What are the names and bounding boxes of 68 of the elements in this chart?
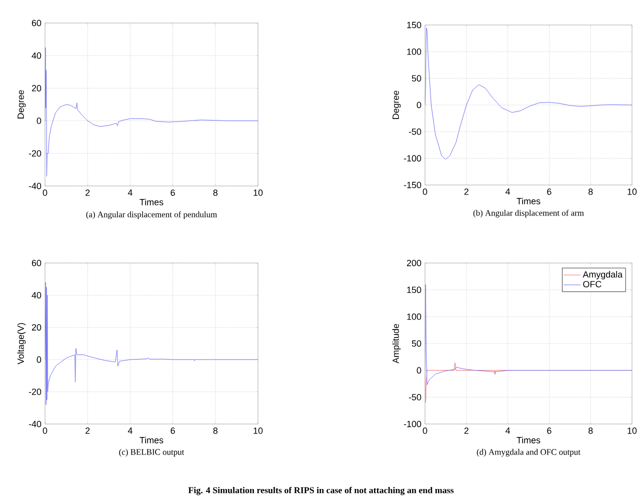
y-tick-label: 50 [412, 340, 422, 347]
x-tick-label: 10 [254, 190, 263, 196]
y-axis-title: Degree [18, 90, 26, 118]
legend-label: OFC [583, 280, 602, 288]
y-tick-label: 20 [32, 85, 42, 92]
x-tick-label: 6 [170, 428, 175, 434]
y-tick-label: 40 [32, 52, 42, 59]
y-tick-label: -20 [28, 150, 42, 157]
y-tick-label: 0 [416, 102, 422, 108]
y-tick-label: -40 [28, 182, 42, 190]
line-series [45, 47, 258, 176]
y-axis-title: Voltage(V) [17, 323, 26, 364]
x-tick-label: 4 [128, 428, 132, 434]
y-tick-label: 50 [412, 75, 422, 82]
x-tick-label: 6 [547, 188, 552, 195]
y-tick-label: 0 [36, 118, 42, 124]
x-tick-label: 8 [213, 428, 218, 434]
y-tick-label: 150 [407, 286, 422, 294]
x-axis-title: Times [140, 198, 164, 206]
y-tick-label: 0 [36, 356, 42, 363]
y-tick-label: 100 [407, 313, 422, 320]
x-axis-title: Times [516, 436, 540, 444]
x-tick-label: 4 [506, 188, 510, 195]
legend-label: Amygdala [582, 271, 623, 280]
x-tick-label: 8 [588, 188, 593, 195]
y-tick-label: -50 [408, 394, 422, 400]
y-tick-label: 60 [32, 260, 42, 266]
x-tick-label: 2 [464, 188, 468, 195]
x-tick-label: 0 [42, 190, 48, 196]
x-tick-label: 0 [422, 188, 428, 195]
y-tick-label: -40 [28, 420, 42, 428]
x-tick-label: 2 [464, 428, 468, 434]
y-tick-label: -100 [404, 155, 422, 162]
x-tick-label: 0 [42, 428, 48, 434]
y-tick-label: -20 [28, 388, 42, 395]
line-series [45, 282, 258, 405]
x-tick-label: 8 [588, 428, 593, 434]
text: (b) Angular displacement of arm [473, 210, 584, 218]
y-tick-label: 150 [407, 22, 422, 28]
x-axis-title: Times [140, 436, 164, 444]
y-axis-title: Degree [392, 90, 401, 119]
x-tick-label: 10 [254, 428, 263, 434]
y-tick-label: -50 [408, 128, 422, 135]
y-tick-label: 60 [32, 20, 42, 26]
caption: Fig. 4 Simulation results of RIPS in case of not attaching an end mass [188, 486, 454, 496]
x-tick-label: 10 [628, 188, 637, 195]
x-tick-label: 2 [86, 428, 90, 434]
line-series [425, 27, 632, 160]
y-tick-label: -100 [404, 420, 422, 428]
text: (c) BELBIC output [119, 448, 184, 457]
y-tick-label: 20 [32, 324, 42, 331]
y-tick-label: 0 [416, 367, 422, 374]
y-tick-label: 100 [407, 48, 422, 55]
y-tick-label: 40 [32, 292, 42, 298]
x-tick-label: 4 [506, 428, 510, 434]
x-tick-label: 10 [628, 428, 637, 434]
x-axis-title: Times [516, 198, 540, 204]
text: (a) Angular displacement of pendulum [86, 211, 217, 220]
text: (d) Amygdala and OFC output [476, 448, 580, 457]
y-axis-title: Amplitude [392, 324, 401, 364]
x-tick-label: 2 [86, 190, 90, 196]
x-tick-label: 4 [128, 190, 132, 196]
y-tick-label: 200 [406, 260, 422, 266]
x-tick-label: 6 [547, 428, 552, 434]
y-tick-label: -150 [404, 182, 422, 188]
x-tick-label: 8 [213, 190, 218, 196]
x-tick-label: 6 [170, 190, 175, 196]
x-tick-label: 0 [422, 428, 428, 434]
